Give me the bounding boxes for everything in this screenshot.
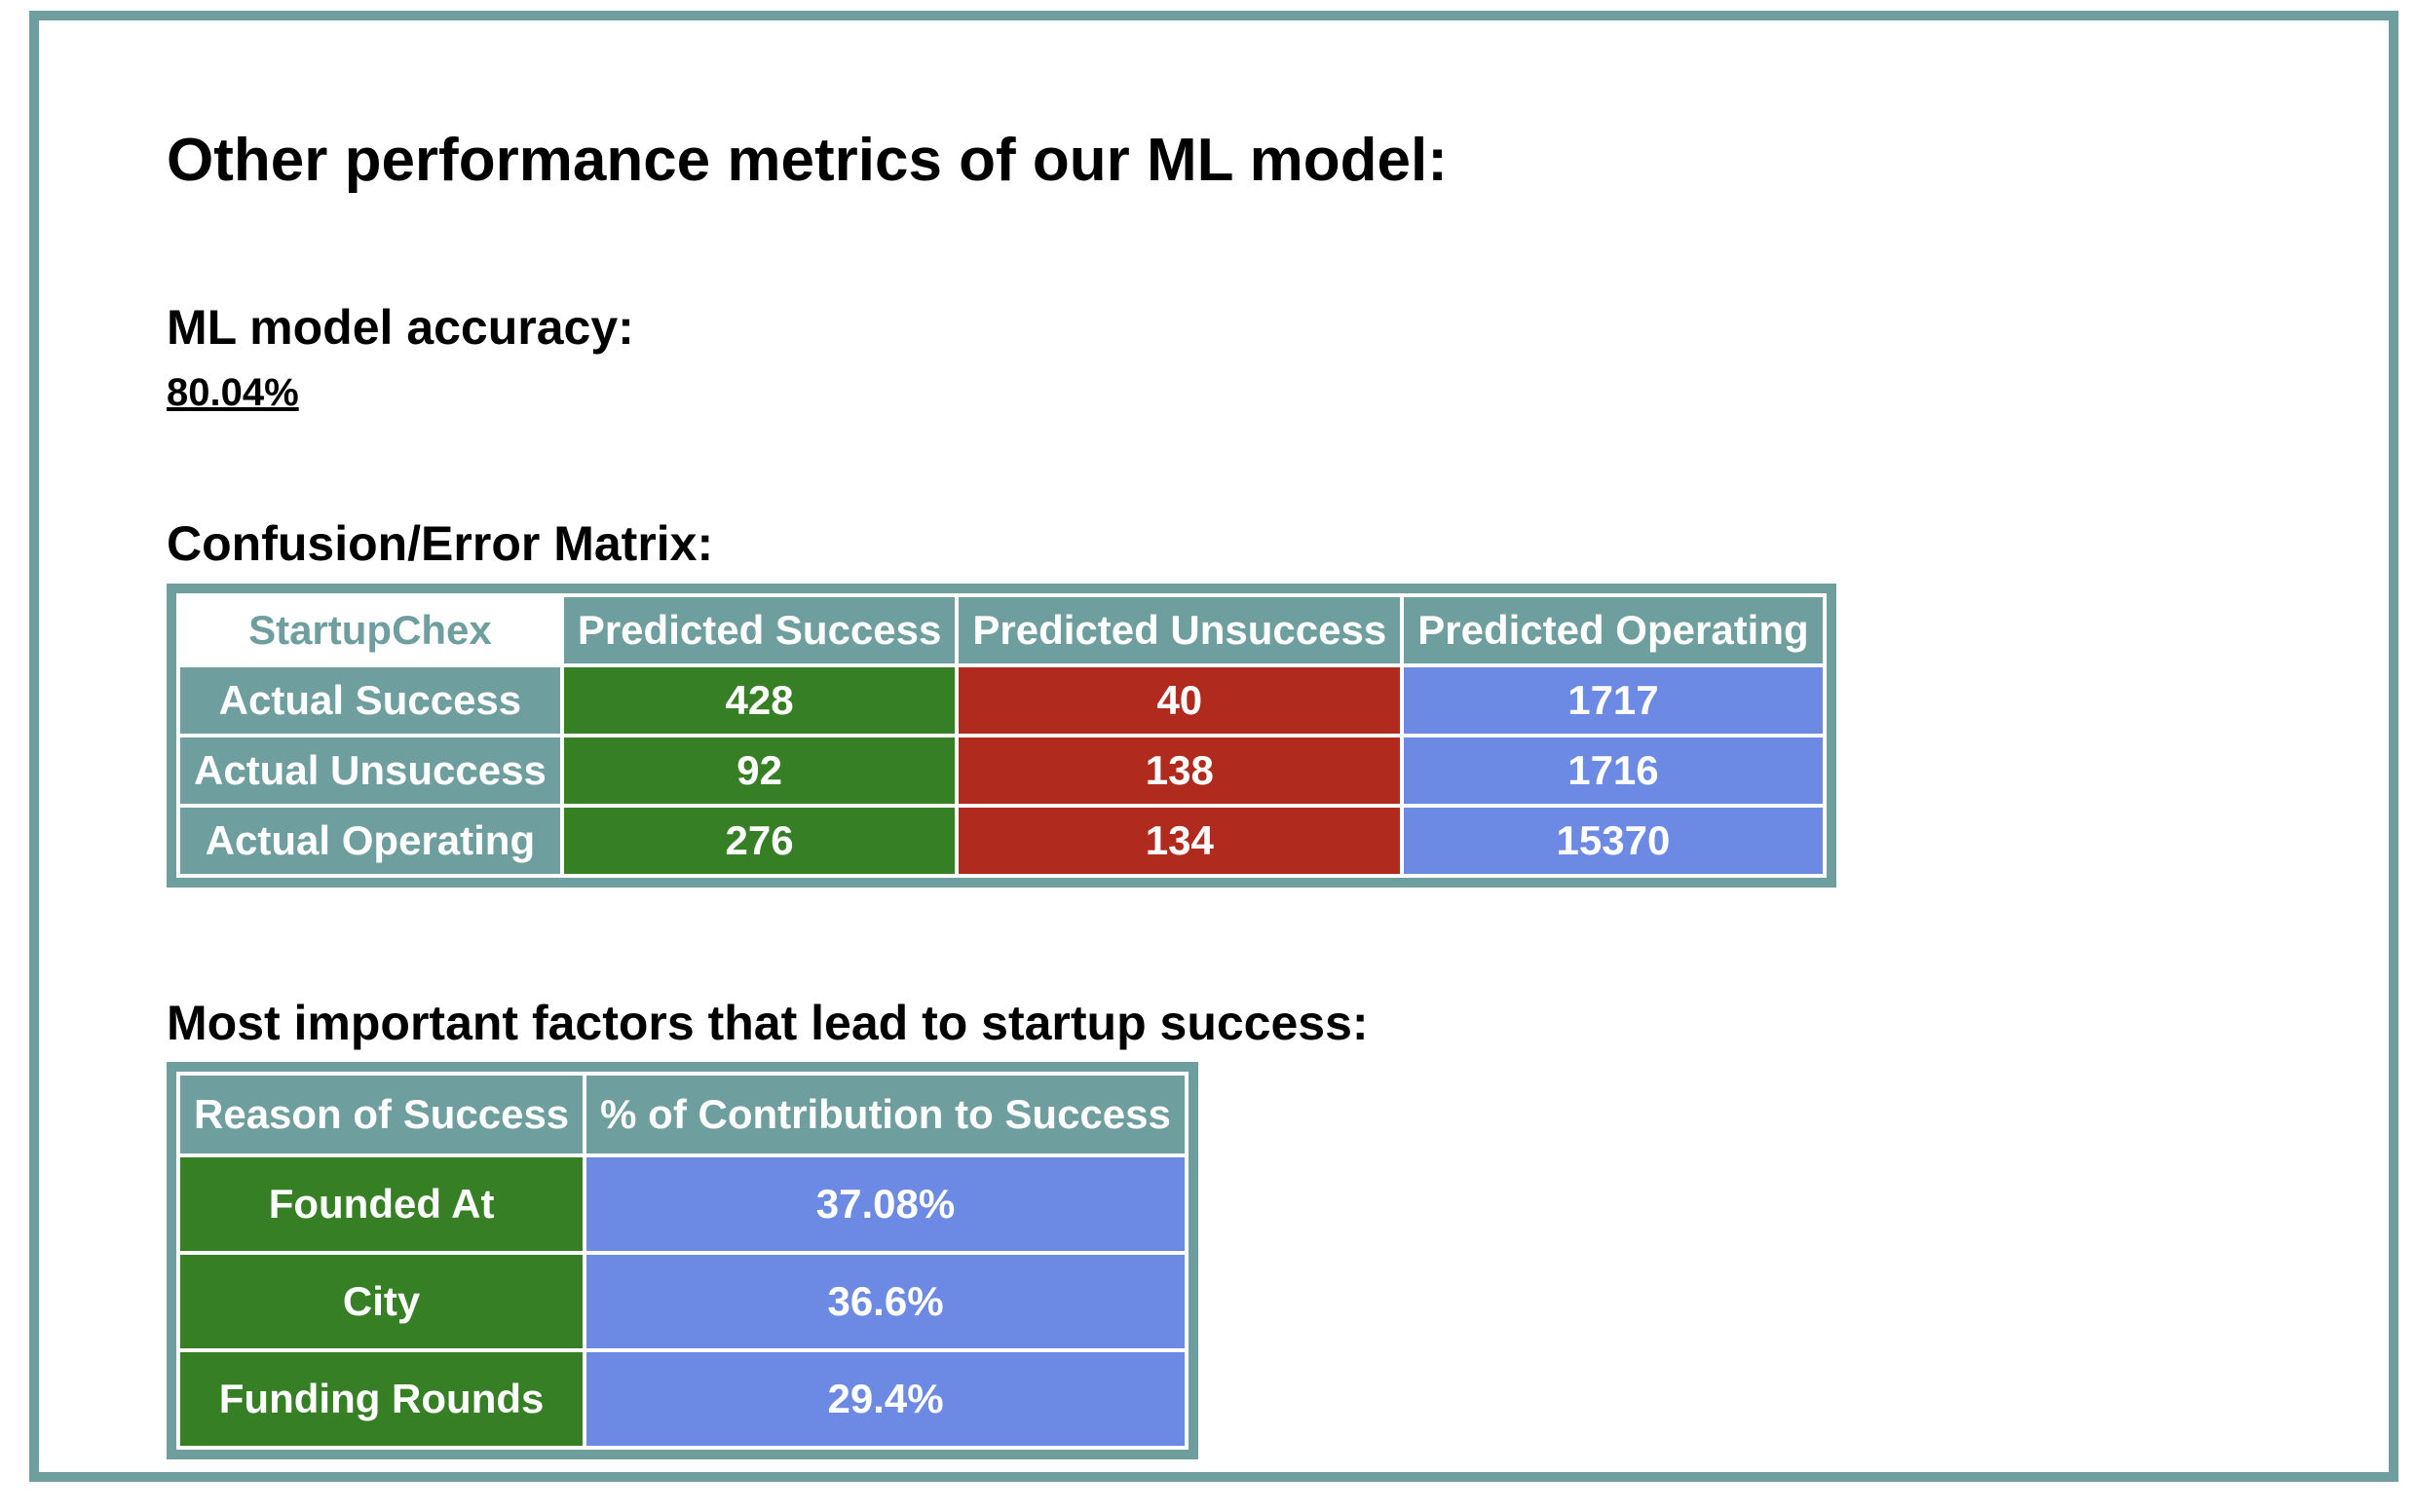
page-title: Other performance metrics of our ML mode… bbox=[167, 127, 1448, 194]
success-factors-table: Reason of Success % of Contribution to S… bbox=[167, 1062, 1198, 1459]
matrix-cell: 428 bbox=[563, 667, 956, 734]
table-row: Actual Operating 276 134 15370 bbox=[180, 808, 1823, 874]
column-header-predicted-success: Predicted Success bbox=[563, 597, 956, 663]
factor-percent-cell: 37.08% bbox=[586, 1157, 1185, 1251]
matrix-cell: 92 bbox=[563, 737, 956, 804]
matrix-cell: 40 bbox=[959, 667, 1401, 734]
row-header-actual-operating: Actual Operating bbox=[180, 808, 560, 874]
confusion-matrix-table: StartupChex Predicted Success Predicted … bbox=[167, 584, 1836, 888]
table-row: Founded At 37.08% bbox=[180, 1157, 1185, 1251]
table-row: Funding Rounds 29.4% bbox=[180, 1352, 1185, 1446]
table-row: City 36.6% bbox=[180, 1255, 1185, 1348]
table-row: Actual Success 428 40 1717 bbox=[180, 667, 1823, 734]
table-row: Actual Unsuccess 92 138 1716 bbox=[180, 737, 1823, 804]
matrix-cell: 1717 bbox=[1404, 667, 1823, 734]
confusion-header-row: StartupChex Predicted Success Predicted … bbox=[180, 597, 1823, 663]
success-factors-heading: Most important factors that lead to star… bbox=[167, 996, 1369, 1050]
accuracy-heading: ML model accuracy: bbox=[167, 300, 634, 355]
factor-reason-cell: City bbox=[180, 1255, 584, 1348]
column-header-reason: Reason of Success bbox=[180, 1076, 584, 1153]
factor-reason-cell: Founded At bbox=[180, 1157, 584, 1251]
matrix-cell: 1716 bbox=[1404, 737, 1823, 804]
factor-percent-cell: 29.4% bbox=[586, 1352, 1185, 1446]
factor-percent-cell: 36.6% bbox=[586, 1255, 1185, 1348]
confusion-matrix-heading: Confusion/Error Matrix: bbox=[167, 516, 714, 571]
matrix-cell: 276 bbox=[563, 808, 956, 874]
row-header-actual-unsuccess: Actual Unsuccess bbox=[180, 737, 560, 804]
row-header-actual-success: Actual Success bbox=[180, 667, 560, 734]
metrics-panel: Other performance metrics of our ML mode… bbox=[29, 11, 2398, 1482]
matrix-cell: 134 bbox=[959, 808, 1401, 874]
factor-reason-cell: Funding Rounds bbox=[180, 1352, 584, 1446]
matrix-cell: 138 bbox=[959, 737, 1401, 804]
factors-header-row: Reason of Success % of Contribution to S… bbox=[180, 1076, 1185, 1153]
accuracy-value: 80.04% bbox=[167, 371, 299, 414]
column-header-predicted-operating: Predicted Operating bbox=[1404, 597, 1823, 663]
confusion-corner-cell: StartupChex bbox=[180, 597, 560, 663]
column-header-predicted-unsuccess: Predicted Unsuccess bbox=[959, 597, 1401, 663]
matrix-cell: 15370 bbox=[1404, 808, 1823, 874]
column-header-contribution: % of Contribution to Success bbox=[586, 1076, 1185, 1153]
